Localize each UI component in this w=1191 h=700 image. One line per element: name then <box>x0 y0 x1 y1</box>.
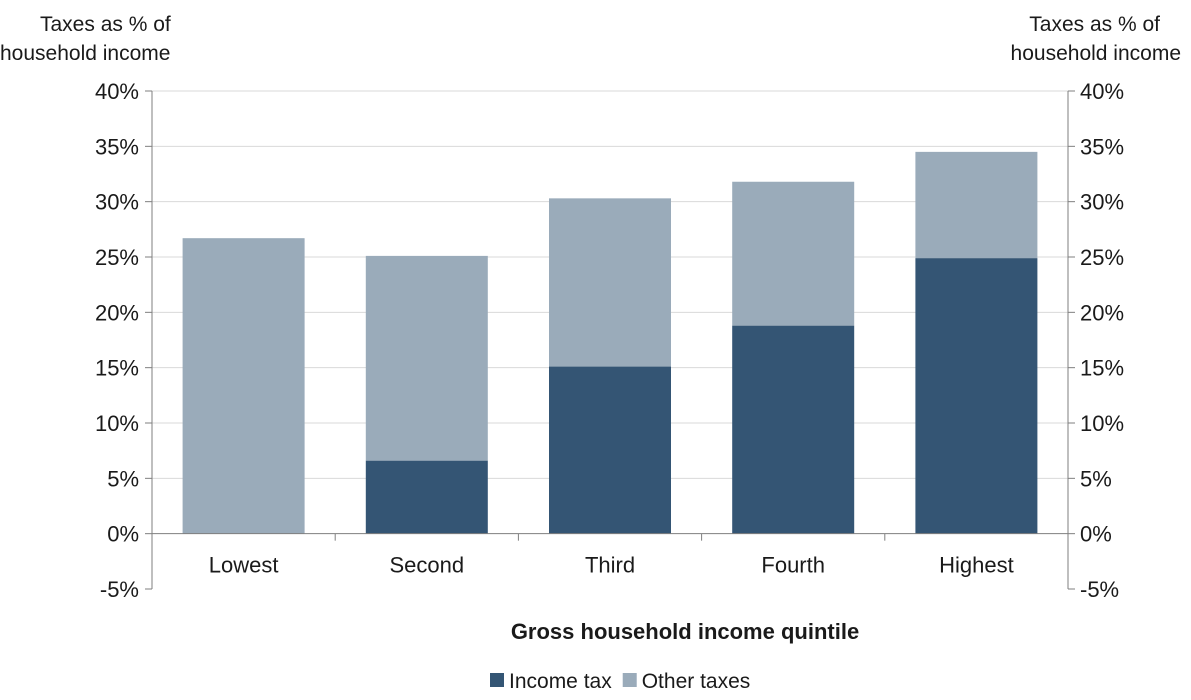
bar-income-tax-highest <box>915 258 1038 534</box>
legend-label-income-tax: Income tax <box>509 670 612 693</box>
bar-income-tax-fourth <box>732 325 855 534</box>
left-tick-label: 35% <box>95 134 139 159</box>
legend-swatch-income-tax <box>490 673 504 687</box>
category-label-lowest: Lowest <box>209 553 279 578</box>
right-y-axis-title-line2: household income <box>1011 42 1181 65</box>
right-tick-label: 40% <box>1080 79 1124 104</box>
right-tick-label: 35% <box>1080 134 1124 159</box>
axes <box>151 91 1069 589</box>
left-tick-label: -5% <box>100 577 139 602</box>
right-tick-label: 0% <box>1080 522 1112 547</box>
left-tick-label: 0% <box>107 522 139 547</box>
bar-other-taxes-second <box>365 255 488 461</box>
left-y-axis-title-line2: household income <box>0 42 170 65</box>
right-y-ticks: -5% 0% 5% 10% 15% 20% 25% 30% 35% 40% <box>1068 79 1124 602</box>
legend: Income tax Other taxes <box>490 670 750 693</box>
right-tick-label: 10% <box>1080 411 1124 436</box>
legend-label-other-taxes: Other taxes <box>642 670 751 693</box>
category-label-third: Third <box>585 553 635 578</box>
category-labels: Lowest Second Third Fourth Highest <box>209 553 1014 578</box>
left-y-axis-title-line1: Taxes as % of <box>40 13 171 36</box>
right-tick-label: 20% <box>1080 300 1124 325</box>
legend-swatch-other-taxes <box>622 673 637 687</box>
right-tick-label: 5% <box>1080 466 1112 491</box>
left-tick-label: 10% <box>95 411 139 436</box>
right-tick-label: -5% <box>1080 577 1119 602</box>
bar-other-taxes-highest <box>915 151 1038 259</box>
left-tick-label: 20% <box>95 300 139 325</box>
right-tick-label: 30% <box>1080 190 1124 215</box>
left-tick-label: 25% <box>95 245 139 270</box>
x-axis-title: Gross household income quintile <box>511 619 859 644</box>
bar-other-taxes-fourth <box>732 181 855 326</box>
bar-income-tax-second <box>365 460 488 534</box>
bar-income-tax-third <box>549 366 671 534</box>
left-y-ticks: -5% 0% 5% 10% 15% 20% 25% 30% 35% 40% <box>95 79 152 602</box>
category-label-fourth: Fourth <box>761 553 825 578</box>
right-tick-label: 15% <box>1080 356 1124 381</box>
category-label-highest: Highest <box>939 553 1014 578</box>
left-tick-label: 5% <box>107 466 139 491</box>
bar-other-taxes-third <box>549 198 671 367</box>
left-tick-label: 40% <box>95 79 139 104</box>
right-y-axis-title-line1: Taxes as % of <box>1029 13 1160 36</box>
bar-other-taxes-lowest <box>182 238 305 534</box>
category-label-second: Second <box>389 553 464 578</box>
bars <box>182 151 1038 534</box>
right-tick-label: 25% <box>1080 245 1124 270</box>
left-tick-label: 30% <box>95 190 139 215</box>
left-tick-label: 15% <box>95 356 139 381</box>
